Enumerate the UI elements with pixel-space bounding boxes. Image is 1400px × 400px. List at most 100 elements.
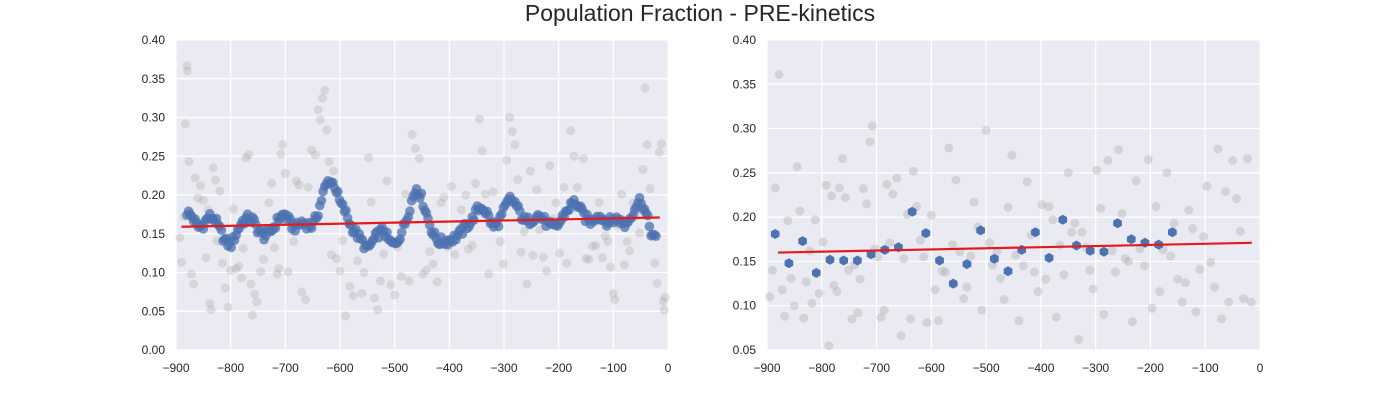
raw-data-point [538, 252, 548, 262]
raw-data-point [838, 154, 848, 164]
raw-data-point [569, 151, 579, 161]
raw-data-point [264, 198, 274, 208]
raw-data-point [379, 249, 389, 259]
raw-data-point [783, 216, 793, 226]
raw-data-point [966, 251, 976, 261]
raw-data-point [786, 273, 796, 283]
raw-data-point [888, 189, 898, 199]
raw-data-point [1063, 168, 1073, 178]
raw-data-point [407, 130, 417, 140]
raw-data-point [829, 280, 839, 290]
raw-data-point [1085, 265, 1095, 275]
raw-data-point [471, 178, 481, 188]
x-tick-label: −900 [162, 361, 189, 375]
raw-data-point [1188, 224, 1198, 234]
x-tick-label: −500 [973, 361, 1000, 375]
raw-data-point [297, 287, 307, 297]
raw-data-point [428, 259, 438, 269]
binned-data-point [1031, 227, 1040, 238]
raw-data-point [467, 240, 477, 250]
raw-data-point [821, 180, 831, 190]
raw-data-point [1217, 314, 1227, 324]
raw-data-point [1033, 287, 1043, 297]
raw-data-point [272, 269, 282, 279]
raw-data-point [659, 305, 669, 315]
binned-data-point [948, 278, 958, 289]
raw-data-point [858, 184, 868, 194]
raw-data-point [1110, 267, 1120, 277]
smoothed-data-point [642, 210, 653, 221]
raw-data-point [1048, 215, 1058, 225]
raw-data-point [291, 176, 301, 186]
raw-data-point [198, 195, 208, 205]
smoothed-data-point [216, 225, 227, 235]
raw-data-point [223, 302, 233, 312]
raw-data-point [401, 189, 411, 199]
raw-data-point [591, 240, 601, 250]
raw-data-point [1239, 294, 1249, 304]
x-tick-label: −600 [918, 361, 945, 375]
raw-data-point [345, 281, 355, 291]
raw-data-point [660, 292, 670, 302]
raw-data-point [176, 257, 186, 267]
raw-data-point [1169, 218, 1179, 228]
raw-data-point [948, 240, 958, 250]
raw-data-point [1007, 150, 1017, 160]
raw-data-point [962, 282, 972, 292]
raw-data-point [180, 119, 190, 129]
raw-data-point [810, 215, 820, 225]
raw-data-point [432, 277, 442, 287]
raw-data-point [1127, 317, 1137, 327]
y-tick-label: 0.30 [142, 111, 166, 125]
raw-data-point [447, 181, 457, 191]
raw-data-point [244, 150, 254, 160]
raw-data-point [196, 181, 206, 191]
binned-data-point [825, 254, 835, 265]
raw-data-point [658, 296, 668, 306]
raw-data-point [1181, 278, 1191, 288]
raw-data-point [234, 261, 244, 271]
raw-data-point [1206, 257, 1216, 267]
binned-data-point [839, 255, 848, 266]
raw-data-point [477, 146, 487, 156]
raw-data-point [847, 314, 857, 324]
raw-data-point [562, 258, 572, 268]
smoothed-data-point [644, 221, 655, 232]
raw-data-point [876, 312, 886, 322]
raw-data-point [603, 237, 613, 246]
raw-data-point [600, 231, 610, 241]
raw-data-point [182, 66, 192, 76]
raw-data-point [175, 233, 185, 243]
raw-data-point [231, 264, 241, 274]
raw-data-point [937, 266, 947, 276]
left-chart: −900 −800 −700 −600 −500 −400 −300 −200 −100 0 0.0… [142, 33, 672, 375]
y-tick-label: 0.40 [733, 33, 757, 47]
raw-data-point [332, 254, 342, 264]
raw-data-point [1107, 246, 1117, 256]
raw-data-point [899, 254, 909, 264]
x-tick-label: −700 [272, 361, 299, 375]
raw-data-point [930, 285, 940, 295]
raw-data-point [832, 287, 842, 297]
raw-data-point [777, 285, 787, 295]
raw-data-point [1224, 297, 1234, 307]
raw-data-point [581, 254, 591, 264]
raw-data-point [1155, 287, 1165, 297]
raw-data-point [357, 288, 367, 298]
raw-data-point [559, 182, 569, 192]
x-tick-label: −400 [1027, 361, 1054, 375]
raw-data-point [205, 299, 215, 308]
raw-data-point [1147, 303, 1157, 313]
raw-data-point [1022, 177, 1032, 187]
raw-data-point [348, 291, 358, 301]
raw-data-point [1202, 181, 1212, 191]
raw-data-point [301, 295, 311, 305]
raw-data-point [584, 254, 594, 264]
raw-data-point [814, 288, 824, 298]
raw-data-point [340, 311, 350, 321]
raw-data-point [824, 341, 834, 351]
binned-points-layer [770, 206, 1177, 289]
trend-line [777, 241, 1252, 254]
x-tick-label: 0 [665, 361, 672, 375]
raw-data-point [1088, 284, 1098, 294]
